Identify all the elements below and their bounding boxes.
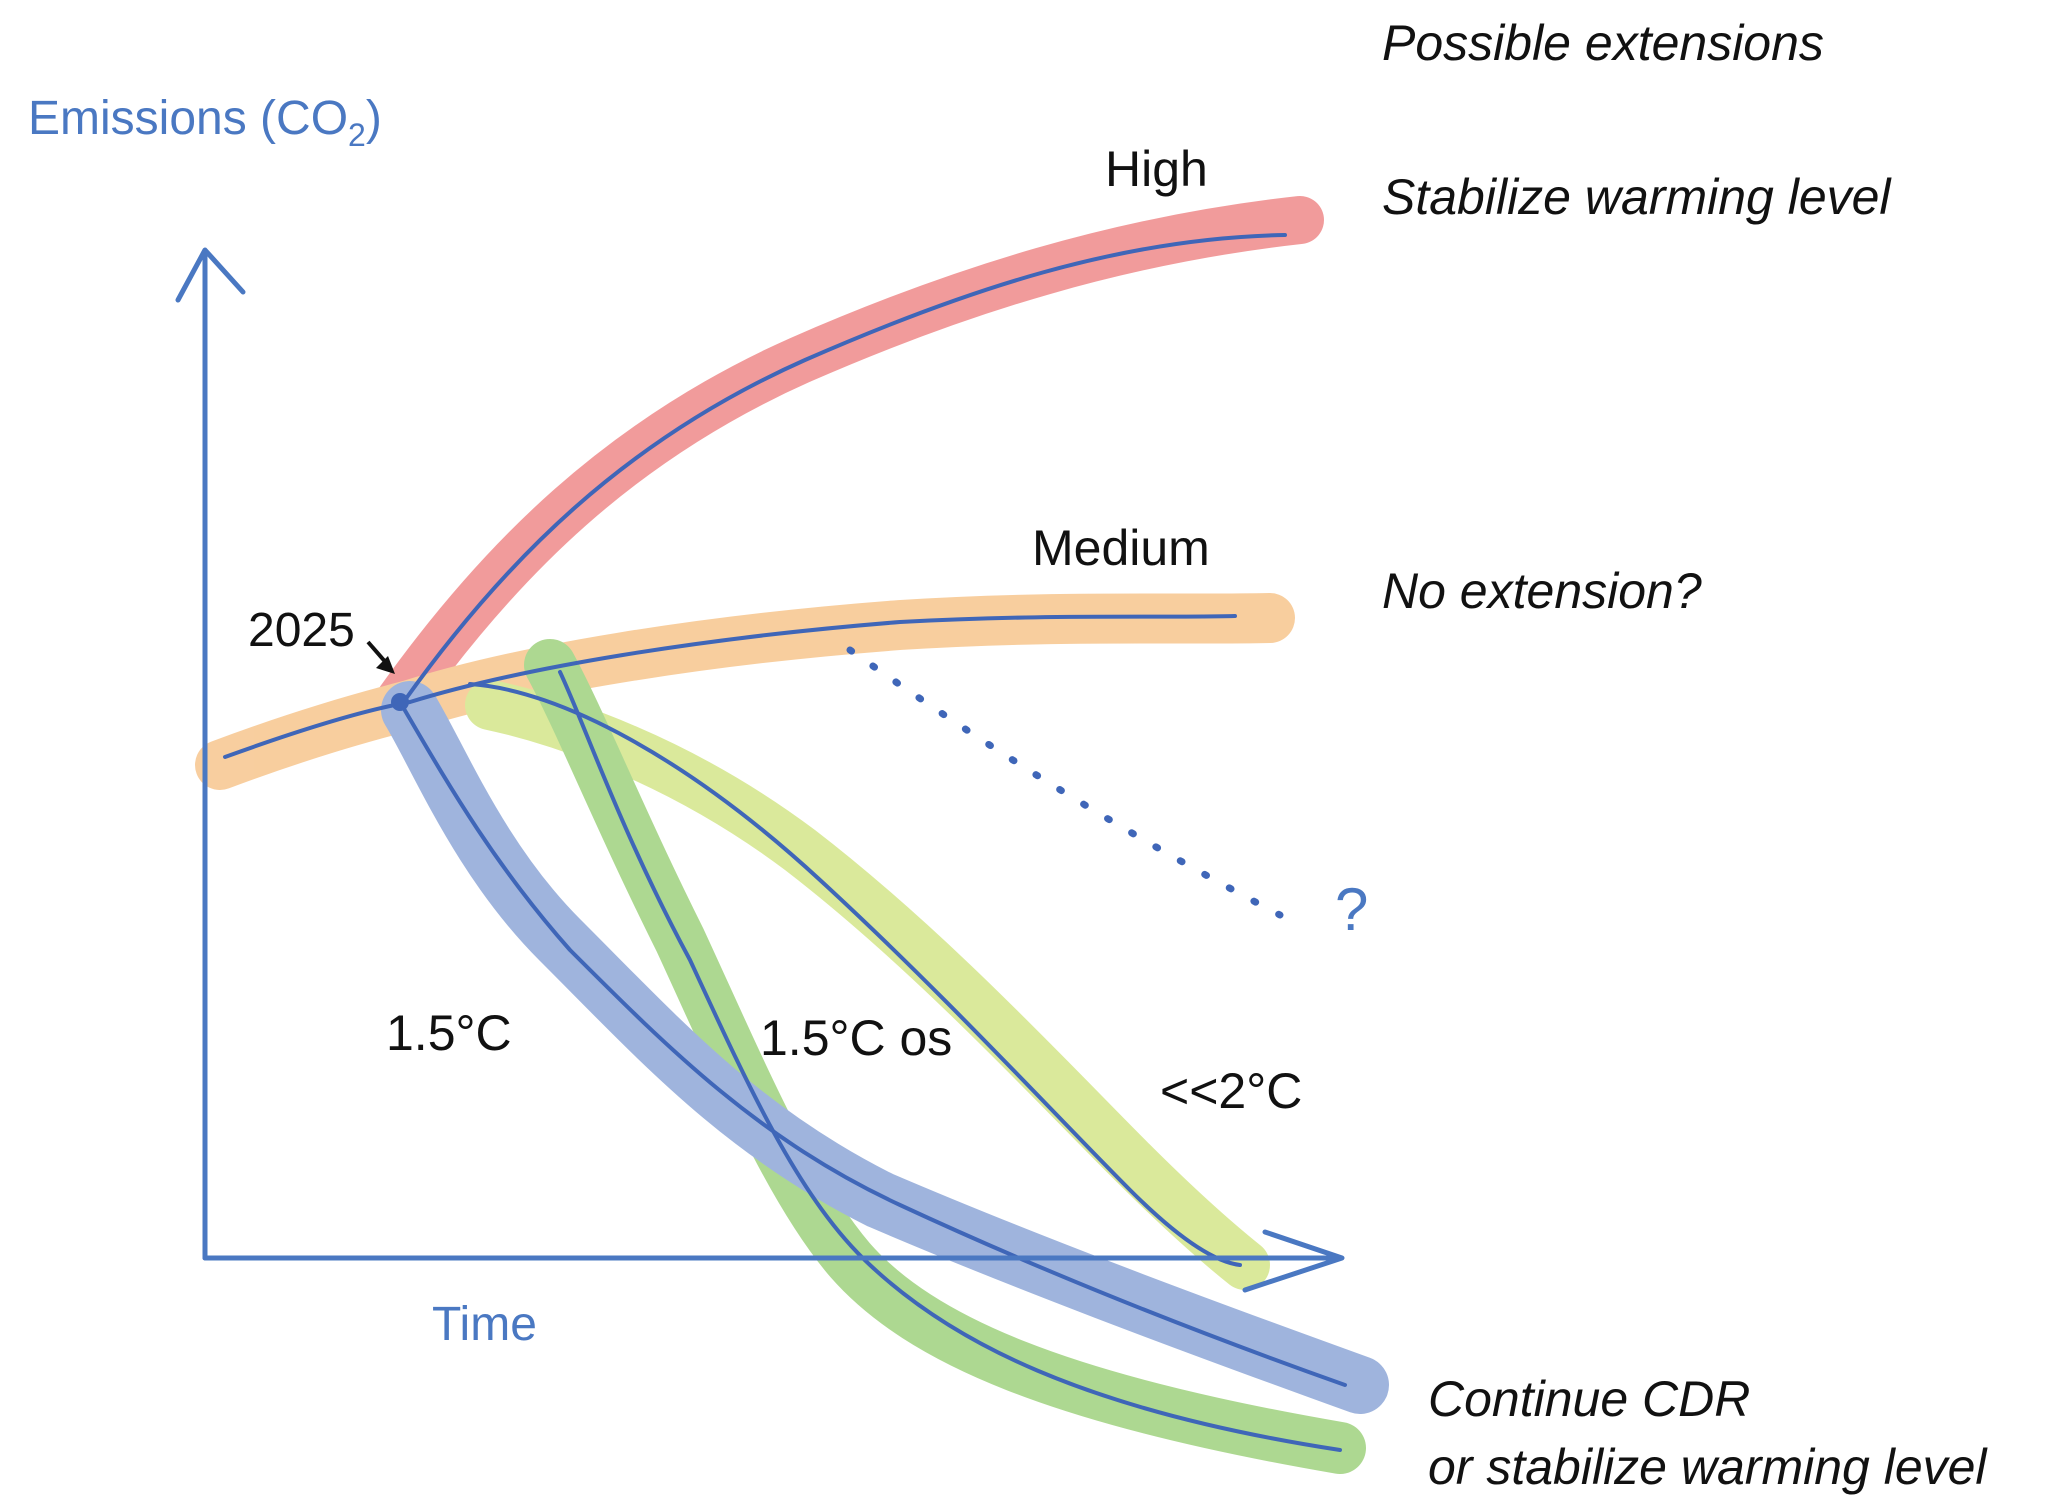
high-label: High [1105,141,1208,197]
medium-label: Medium [1032,520,1210,576]
medium-pen-line [223,614,1237,759]
lt2-pen-line [468,682,1242,1267]
extensions-column: Possible extensions Stabilize warming le… [1382,15,1988,1495]
lt2-band [465,680,1270,1290]
extension-high: Stabilize warming level [1382,169,1892,225]
x-axis-arrowhead [1242,1229,1345,1293]
lt2-label: <<2°C [1160,1063,1302,1119]
t15-band [381,681,1389,1414]
extension-low-line2: or stabilize warming level [1428,1439,1988,1495]
start-arrowhead [376,656,395,674]
x-axis-label: Time [432,1298,537,1351]
extension-medium: No extension? [1382,563,1702,619]
medium-branch-question-mark: ? [1335,876,1368,943]
medium-dotted-branch [846,646,1284,919]
extensions-title: Possible extensions [1382,15,1824,71]
high-pen-line [403,233,1287,702]
scenario-bands [195,196,1389,1474]
scenario-labels: High Medium 1.5°C 1.5°C os <<2°C ? [386,141,1368,1119]
high-band [376,196,1324,724]
t15os-pen-line [558,670,1342,1452]
scenario-pen-lines [223,233,1347,1452]
medium-band [195,593,1295,790]
start-marker: 2025 [248,604,409,711]
y-axis-arrowhead [175,247,246,303]
start-point [391,693,409,711]
t15-pen-line [398,700,1347,1387]
t15-label: 1.5°C [386,1005,512,1061]
t15os-label: 1.5°C os [760,1010,952,1066]
axes [175,247,1345,1293]
y-axis-label: Emissions (CO2) [28,92,382,153]
start-year-label: 2025 [248,604,355,657]
extension-low-line1: Continue CDR [1428,1371,1750,1427]
